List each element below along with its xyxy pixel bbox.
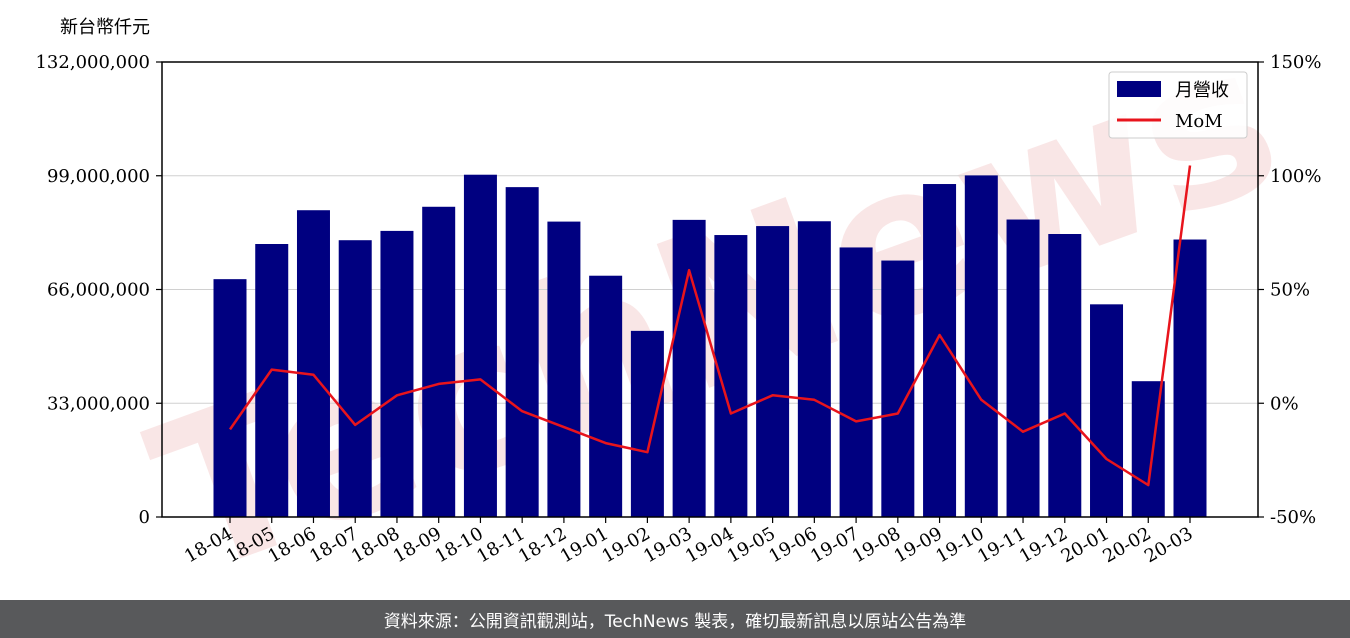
left-axis: 0 33,000,000 66,000,000 99,000,000 132,000,0…: [35, 52, 162, 528]
right-tick-label: 150%: [1270, 52, 1321, 73]
bar-18-10: [463, 174, 497, 517]
bar-18-12: [547, 221, 581, 517]
left-tick-label: 132,000,000: [35, 52, 150, 73]
legend-label-mom: MoM: [1175, 111, 1223, 132]
bar-18-04: [213, 279, 247, 517]
left-tick-label: 99,000,000: [47, 166, 150, 187]
bar-18-05: [255, 244, 289, 517]
right-tick-label: -50%: [1270, 507, 1316, 528]
bar-20-03: [1173, 239, 1207, 518]
bar-18-11: [505, 187, 539, 517]
left-tick-label: 66,000,000: [47, 280, 150, 301]
legend: 月營收 MoM: [1108, 71, 1248, 139]
right-tick-label: 0%: [1270, 393, 1299, 414]
bar-19-01: [589, 275, 623, 517]
bar-series: [213, 174, 1207, 518]
bar-19-11: [1006, 219, 1040, 517]
bar-19-08: [881, 260, 915, 517]
mom-line: [228, 165, 1192, 487]
right-axis: -50% 0% 50% 100% 150%: [1258, 52, 1321, 528]
bar-19-09: [923, 184, 957, 518]
bar-18-09: [422, 206, 456, 518]
legend-swatch-revenue: [1117, 81, 1161, 97]
bar-19-03: [672, 219, 706, 517]
x-tick-label: 20-03: [1141, 523, 1196, 567]
bar-19-12: [1048, 234, 1082, 517]
mom-line-series: [228, 165, 1192, 487]
bar-20-01: [1090, 304, 1124, 517]
left-tick-label: 33,000,000: [47, 393, 150, 414]
left-tick-label: 0: [139, 507, 150, 528]
legend-label-revenue: 月營收: [1175, 80, 1229, 101]
bar-19-02: [630, 330, 664, 517]
bar-19-05: [756, 226, 790, 518]
y-unit-label: 新台幣仟元: [60, 17, 150, 38]
bar-19-10: [964, 175, 998, 517]
bar-19-06: [797, 221, 831, 517]
bar-18-06: [296, 210, 330, 517]
footer-text: 資料來源：公開資訊觀測站，TechNews 製表，確切最新訊息以原站公告為準: [383, 611, 967, 632]
bar-18-07: [338, 240, 372, 518]
bar-19-07: [839, 247, 873, 518]
right-tick-label: 50%: [1270, 280, 1310, 301]
right-tick-label: 100%: [1270, 166, 1321, 187]
revenue-chart: TechNews 新台幣仟元 033,000,00066,000,00099,0…: [35, 0, 1321, 600]
bar-18-08: [380, 230, 414, 517]
source-footer: 資料來源：公開資訊觀測站，TechNews 製表，確切最新訊息以原站公告為準: [0, 600, 1350, 638]
